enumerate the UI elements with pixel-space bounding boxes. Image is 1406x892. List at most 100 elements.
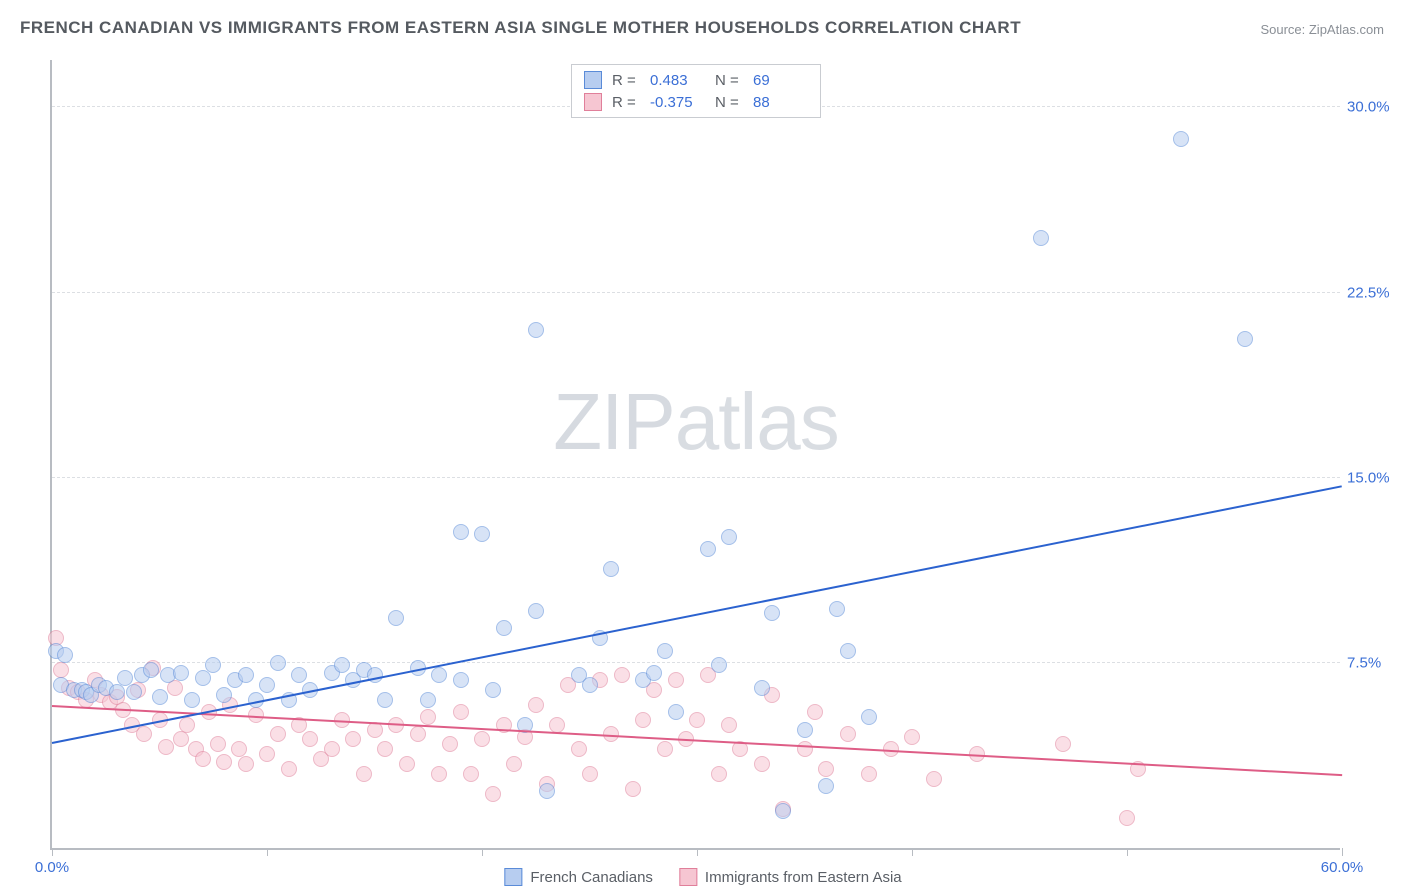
data-point bbox=[334, 657, 350, 673]
data-point bbox=[582, 766, 598, 782]
data-point bbox=[158, 739, 174, 755]
data-point bbox=[238, 667, 254, 683]
data-point bbox=[474, 731, 490, 747]
data-point bbox=[410, 726, 426, 742]
data-point bbox=[377, 741, 393, 757]
data-point bbox=[184, 692, 200, 708]
data-point bbox=[463, 766, 479, 782]
watermark-bold: ZIP bbox=[553, 377, 674, 466]
legend-r-label: R = bbox=[612, 94, 640, 111]
legend-r-value: 0.483 bbox=[650, 72, 705, 89]
data-point bbox=[528, 603, 544, 619]
series-legend-label: French Canadians bbox=[530, 869, 653, 886]
legend-n-value: 88 bbox=[753, 94, 808, 111]
data-point bbox=[57, 647, 73, 663]
chart-title: FRENCH CANADIAN VS IMMIGRANTS FROM EASTE… bbox=[20, 18, 1021, 38]
data-point bbox=[764, 605, 780, 621]
data-point bbox=[216, 754, 232, 770]
x-tick-label: 60.0% bbox=[1321, 859, 1364, 876]
data-point bbox=[270, 655, 286, 671]
series-legend: French Canadians Immigrants from Eastern … bbox=[504, 868, 901, 886]
legend-r-value: -0.375 bbox=[650, 94, 705, 111]
data-point bbox=[291, 667, 307, 683]
gridline bbox=[52, 477, 1340, 478]
data-point bbox=[259, 677, 275, 693]
data-point bbox=[668, 704, 684, 720]
data-point bbox=[345, 731, 361, 747]
data-point bbox=[281, 761, 297, 777]
data-point bbox=[431, 766, 447, 782]
data-point bbox=[549, 717, 565, 733]
data-point bbox=[861, 709, 877, 725]
data-point bbox=[453, 524, 469, 540]
data-point bbox=[646, 665, 662, 681]
x-tick bbox=[697, 848, 698, 856]
data-point bbox=[571, 741, 587, 757]
data-point bbox=[179, 717, 195, 733]
data-point bbox=[1173, 131, 1189, 147]
x-tick-label: 0.0% bbox=[35, 859, 69, 876]
data-point bbox=[926, 771, 942, 787]
data-point bbox=[388, 610, 404, 626]
data-point bbox=[117, 670, 133, 686]
data-point bbox=[614, 667, 630, 683]
data-point bbox=[210, 736, 226, 752]
data-point bbox=[754, 680, 770, 696]
data-point bbox=[528, 697, 544, 713]
data-point bbox=[1237, 331, 1253, 347]
watermark-thin: atlas bbox=[675, 377, 839, 466]
data-point bbox=[1033, 230, 1049, 246]
correlation-legend: R =0.483N =69R =-0.375N =88 bbox=[571, 64, 821, 118]
y-tick-label: 7.5% bbox=[1347, 654, 1402, 671]
data-point bbox=[818, 761, 834, 777]
data-point bbox=[818, 778, 834, 794]
y-tick-label: 22.5% bbox=[1347, 284, 1402, 301]
data-point bbox=[635, 712, 651, 728]
data-point bbox=[453, 704, 469, 720]
data-point bbox=[700, 541, 716, 557]
data-point bbox=[797, 741, 813, 757]
data-point bbox=[259, 746, 275, 762]
series-legend-label: Immigrants from Eastern Asia bbox=[705, 869, 902, 886]
legend-swatch bbox=[679, 868, 697, 886]
x-tick bbox=[52, 848, 53, 856]
data-point bbox=[840, 643, 856, 659]
data-point bbox=[668, 672, 684, 688]
gridline bbox=[52, 662, 1340, 663]
data-point bbox=[775, 803, 791, 819]
data-point bbox=[506, 756, 522, 772]
data-point bbox=[270, 726, 286, 742]
data-point bbox=[356, 766, 372, 782]
data-point bbox=[496, 620, 512, 636]
data-point bbox=[324, 741, 340, 757]
data-point bbox=[136, 726, 152, 742]
x-tick bbox=[482, 848, 483, 856]
legend-n-label: N = bbox=[715, 72, 743, 89]
data-point bbox=[238, 756, 254, 772]
data-point bbox=[797, 722, 813, 738]
legend-row: R =0.483N =69 bbox=[580, 69, 812, 91]
scatter-plot-area: ZIPatlas R =0.483N =69R =-0.375N =88 7.5… bbox=[50, 60, 1340, 850]
data-point bbox=[143, 662, 159, 678]
data-point bbox=[53, 662, 69, 678]
data-point bbox=[173, 731, 189, 747]
legend-n-value: 69 bbox=[753, 72, 808, 89]
data-point bbox=[485, 682, 501, 698]
x-tick bbox=[1127, 848, 1128, 856]
data-point bbox=[302, 731, 318, 747]
data-point bbox=[152, 689, 168, 705]
data-point bbox=[603, 561, 619, 577]
data-point bbox=[721, 717, 737, 733]
legend-swatch bbox=[584, 71, 602, 89]
data-point bbox=[904, 729, 920, 745]
data-point bbox=[840, 726, 856, 742]
data-point bbox=[539, 783, 555, 799]
data-point bbox=[173, 665, 189, 681]
series-legend-item: French Canadians bbox=[504, 868, 653, 886]
data-point bbox=[689, 712, 705, 728]
data-point bbox=[195, 751, 211, 767]
data-point bbox=[377, 692, 393, 708]
data-point bbox=[1055, 736, 1071, 752]
data-point bbox=[420, 692, 436, 708]
x-tick bbox=[1342, 848, 1343, 856]
